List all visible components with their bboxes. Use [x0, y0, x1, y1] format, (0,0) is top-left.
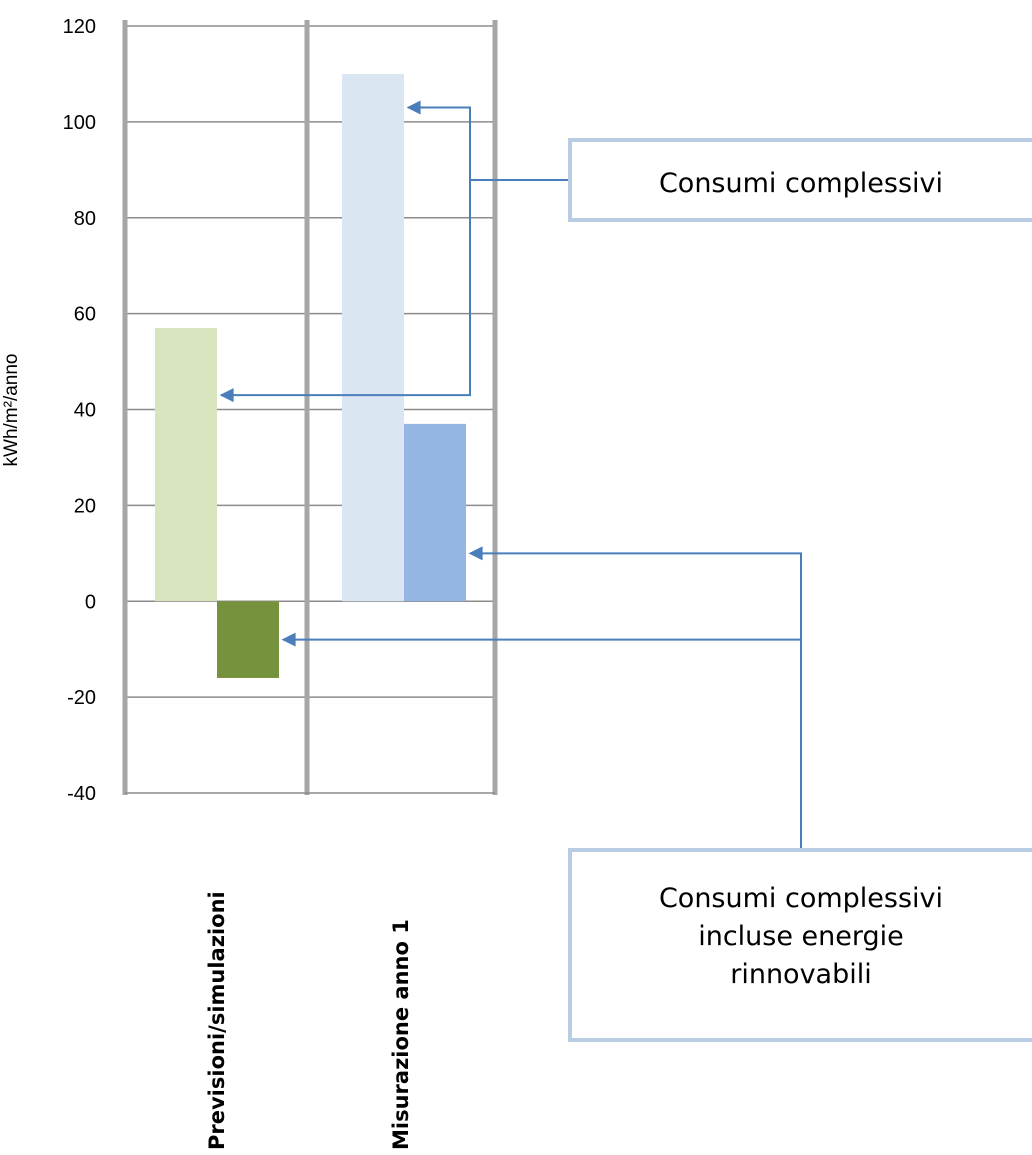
- bar-cat0-series0: [155, 328, 217, 602]
- annotation-box-2: [568, 848, 1032, 1042]
- y-tick-label-0: 120: [63, 16, 96, 38]
- plot-frame: [122, 20, 498, 795]
- y-axis-ticks: 120 100 80 60 40 20 0 -20 -40: [63, 16, 96, 805]
- category-label-0: Previsioni/simulazioni: [205, 891, 229, 1150]
- y-tick-label-1: 100: [63, 112, 96, 134]
- connector-1-to-measured-total: [406, 100, 570, 181]
- annotation-connectors: [219, 100, 802, 850]
- bar-cat1-series1: [404, 423, 466, 602]
- bar-cat1-series0: [342, 73, 404, 602]
- connector-2-to-measured-renewable: [468, 546, 802, 850]
- y-tick-label-5: 20: [74, 495, 96, 517]
- annotation-box-1: [568, 138, 1032, 222]
- annotation-2-line-1: incluse energie: [698, 921, 904, 952]
- bar-cat0-series1: [217, 601, 279, 678]
- y-tick-label-7: -20: [67, 687, 96, 709]
- annotation-1-line-0: Consumi complessivi: [659, 168, 943, 199]
- y-tick-label-8: -40: [67, 783, 96, 805]
- bars: [155, 73, 466, 678]
- y-axis-label: kWh/m²/anno: [1, 354, 22, 467]
- category-labels: Previsioni/simulazioni Misurazione anno 1: [205, 891, 413, 1150]
- annotation-boxes: Consumi complessivi Consumi complessivi in…: [568, 138, 1032, 1042]
- annotation-2-line-0: Consumi complessivi: [659, 883, 943, 914]
- category-label-1: Misurazione anno 1: [389, 919, 413, 1150]
- y-tick-label-6: 0: [85, 591, 96, 613]
- y-tick-label-2: 80: [74, 208, 96, 230]
- y-tick-label-3: 60: [74, 304, 96, 326]
- y-tick-label-4: 40: [74, 400, 96, 422]
- annotation-2-line-2: rinnovabili: [730, 959, 872, 990]
- connector-1-to-simulated-total: [219, 180, 471, 403]
